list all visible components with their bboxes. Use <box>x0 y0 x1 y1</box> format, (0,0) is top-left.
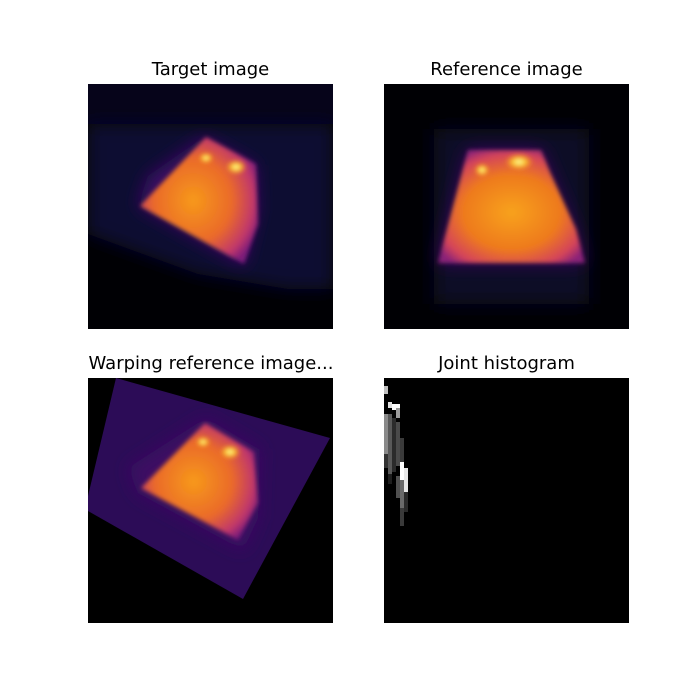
histogram-bins <box>384 386 408 526</box>
warping-image <box>88 378 333 623</box>
joint-histogram <box>384 378 629 623</box>
warping-image-title: Warping reference image... <box>88 353 334 374</box>
joint-histogram-title: Joint histogram <box>438 353 575 374</box>
target-image <box>88 84 333 329</box>
target-image-title: Target image <box>151 59 270 80</box>
reference-image-title: Reference image <box>430 59 583 80</box>
reference-image <box>384 84 629 329</box>
